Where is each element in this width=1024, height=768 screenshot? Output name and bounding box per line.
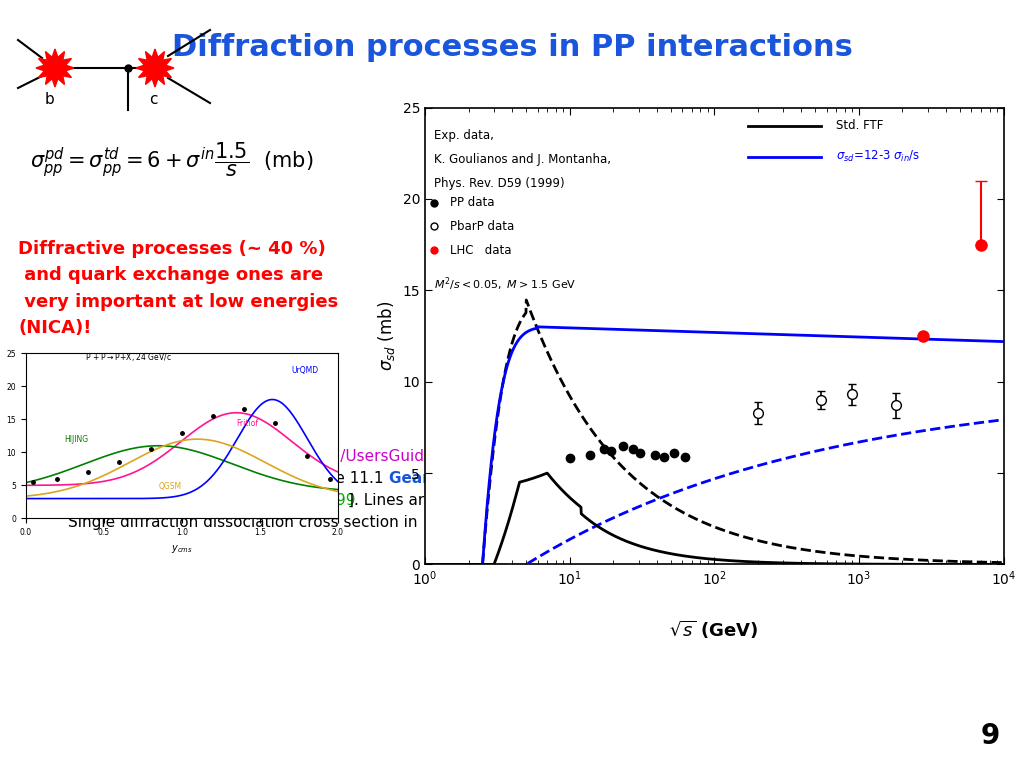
Text: 2022: 2022	[729, 471, 768, 486]
Text: Geant4 Collaboration: Geant4 Collaboration	[389, 471, 571, 486]
Polygon shape	[36, 49, 74, 87]
Text: Rev7.0: December 9th,: Rev7.0: December 9th,	[558, 471, 745, 486]
Text: K. Goulianos and J. Montanha,: K. Goulianos and J. Montanha,	[434, 154, 610, 166]
Text: Exp. data,: Exp. data,	[434, 130, 494, 142]
Text: Physics Reference Manual: Physics Reference Manual	[77, 471, 302, 486]
Text: UrQMD: UrQMD	[291, 366, 318, 375]
Text: -interactions. Points are data gathered by: -interactions. Points are data gathered …	[459, 515, 778, 530]
Text: $\sigma^{pd}_{pp} = \sigma^{td}_{pp} = 6 + \sigma^{in}\dfrac{1.5}{s}\ \ \mathrm{: $\sigma^{pd}_{pp} = \sigma^{td}_{pp} = 6…	[30, 141, 313, 180]
Polygon shape	[136, 49, 174, 87]
Text: Phys. Rev. D59 (1999): Phys. Rev. D59 (1999)	[434, 177, 564, 190]
Text: HIJING: HIJING	[65, 435, 89, 445]
Text: LHC   data: LHC data	[451, 243, 512, 257]
Text: PbarP data: PbarP data	[451, 220, 515, 233]
Text: PP data: PP data	[451, 196, 495, 209]
Text: GM99: GM99	[311, 493, 355, 508]
Text: K. Goulianos and J. Montanha [: K. Goulianos and J. Montanha [	[68, 493, 303, 508]
Text: ]. Lines are FTF model calculations.: ]. Lines are FTF model calculations.	[348, 493, 618, 508]
Text: b: b	[45, 92, 55, 107]
Text: Diffraction processes in PP interactions: Diffraction processes in PP interactions	[172, 33, 852, 62]
Text: $M^2/s < 0.05,\ M > 1.5$ GeV: $M^2/s < 0.05,\ M > 1.5$ GeV	[434, 276, 577, 293]
Text: https://geant4-userdoc.web.cern.ch/UsersGuides/PhysicsReferenceManual/html/index: https://geant4-userdoc.web.cern.ch/Users…	[68, 449, 769, 464]
Text: c: c	[148, 92, 158, 107]
Text: pp: pp	[440, 515, 459, 530]
Text: $\sigma_{sd}$=12-3 $\sigma_{in}$/s: $\sigma_{sd}$=12-3 $\sigma_{in}$/s	[837, 149, 921, 164]
Text: Diffractive processes (~ 40 %)
 and quark exchange ones are
 very important at l: Diffractive processes (~ 40 %) and quark…	[18, 240, 338, 337]
Text: Single diffraction dissociation cross section in: Single diffraction dissociation cross se…	[68, 515, 422, 530]
Text: Fritiof: Fritiof	[237, 419, 258, 428]
X-axis label: $y_{cms}$: $y_{cms}$	[171, 543, 193, 554]
Text: (: (	[68, 471, 74, 486]
Text: Std. FTF: Std. FTF	[837, 119, 884, 132]
Text: 9: 9	[980, 722, 999, 750]
Text: , Release 11.1: , Release 11.1	[275, 471, 388, 486]
Text: QGSM: QGSM	[159, 482, 181, 491]
Text: P + P$\rightarrow$P+X, 24 GeV/c: P + P$\rightarrow$P+X, 24 GeV/c	[85, 351, 172, 363]
Text: $\sqrt{s}$ (GeV): $\sqrt{s}$ (GeV)	[670, 619, 759, 641]
Y-axis label: $\sigma_{sd}$ (mb): $\sigma_{sd}$ (mb)	[376, 301, 397, 371]
